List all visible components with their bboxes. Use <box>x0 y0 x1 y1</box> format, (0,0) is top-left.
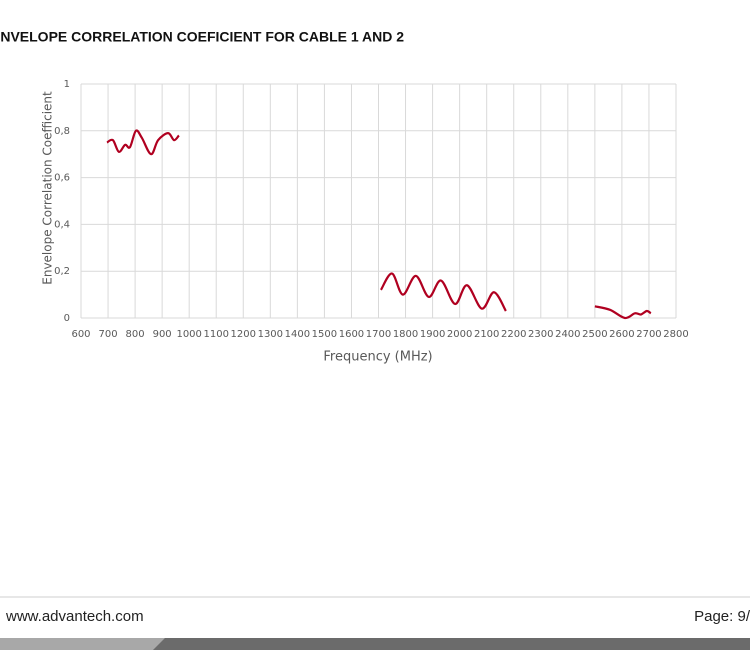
y-tick-label: 0,8 <box>54 126 70 137</box>
x-tick-label: 2600 <box>609 329 634 340</box>
data-line <box>106 129 652 320</box>
x-tick-label: 1900 <box>420 329 445 340</box>
footer-page: Page: 9/ <box>694 608 750 625</box>
x-tick-label: 600 <box>71 329 90 340</box>
chart-title: ENVELOPE CORRELATION COEFICIENT FOR CABL… <box>0 29 404 45</box>
x-tick-label: 2700 <box>636 329 661 340</box>
x-tick-label: 900 <box>153 329 172 340</box>
x-tick-label: 2300 <box>528 329 553 340</box>
x-tick-label: 2400 <box>555 329 580 340</box>
y-tick-label: 0,2 <box>54 266 70 277</box>
x-tick-label: 1400 <box>285 329 310 340</box>
y-tick-label: 0,6 <box>54 173 70 184</box>
footer-band-accent <box>0 638 165 650</box>
x-tick-label: 2100 <box>474 329 499 340</box>
y-tick-label: 1 <box>64 79 70 90</box>
y-tick-label: 0,4 <box>54 219 70 230</box>
x-tick-label: 2500 <box>582 329 607 340</box>
x-tick-label: 1000 <box>176 329 201 340</box>
x-axis-label: Frequency (MHz) <box>323 350 432 365</box>
footer-url: www.advantech.com <box>5 608 144 625</box>
x-tick-label: 2200 <box>501 329 526 340</box>
y-tick-label: 0 <box>64 313 70 324</box>
x-tick-label: 1200 <box>231 329 256 340</box>
x-tick-label: 700 <box>98 329 117 340</box>
x-tick-label: 1700 <box>366 329 391 340</box>
x-tick-label: 1300 <box>258 329 283 340</box>
x-tick-label: 1500 <box>312 329 337 340</box>
x-tick-label: 2000 <box>447 329 472 340</box>
footer-band <box>0 638 750 650</box>
x-tick-label: 1100 <box>204 329 229 340</box>
x-tick-label: 2800 <box>663 329 688 340</box>
x-tick-label: 1600 <box>339 329 364 340</box>
x-tick-label: 800 <box>126 329 145 340</box>
x-tick-label: 1800 <box>393 329 418 340</box>
y-axis-label: Envelope Correlation Coefficient <box>41 91 55 285</box>
